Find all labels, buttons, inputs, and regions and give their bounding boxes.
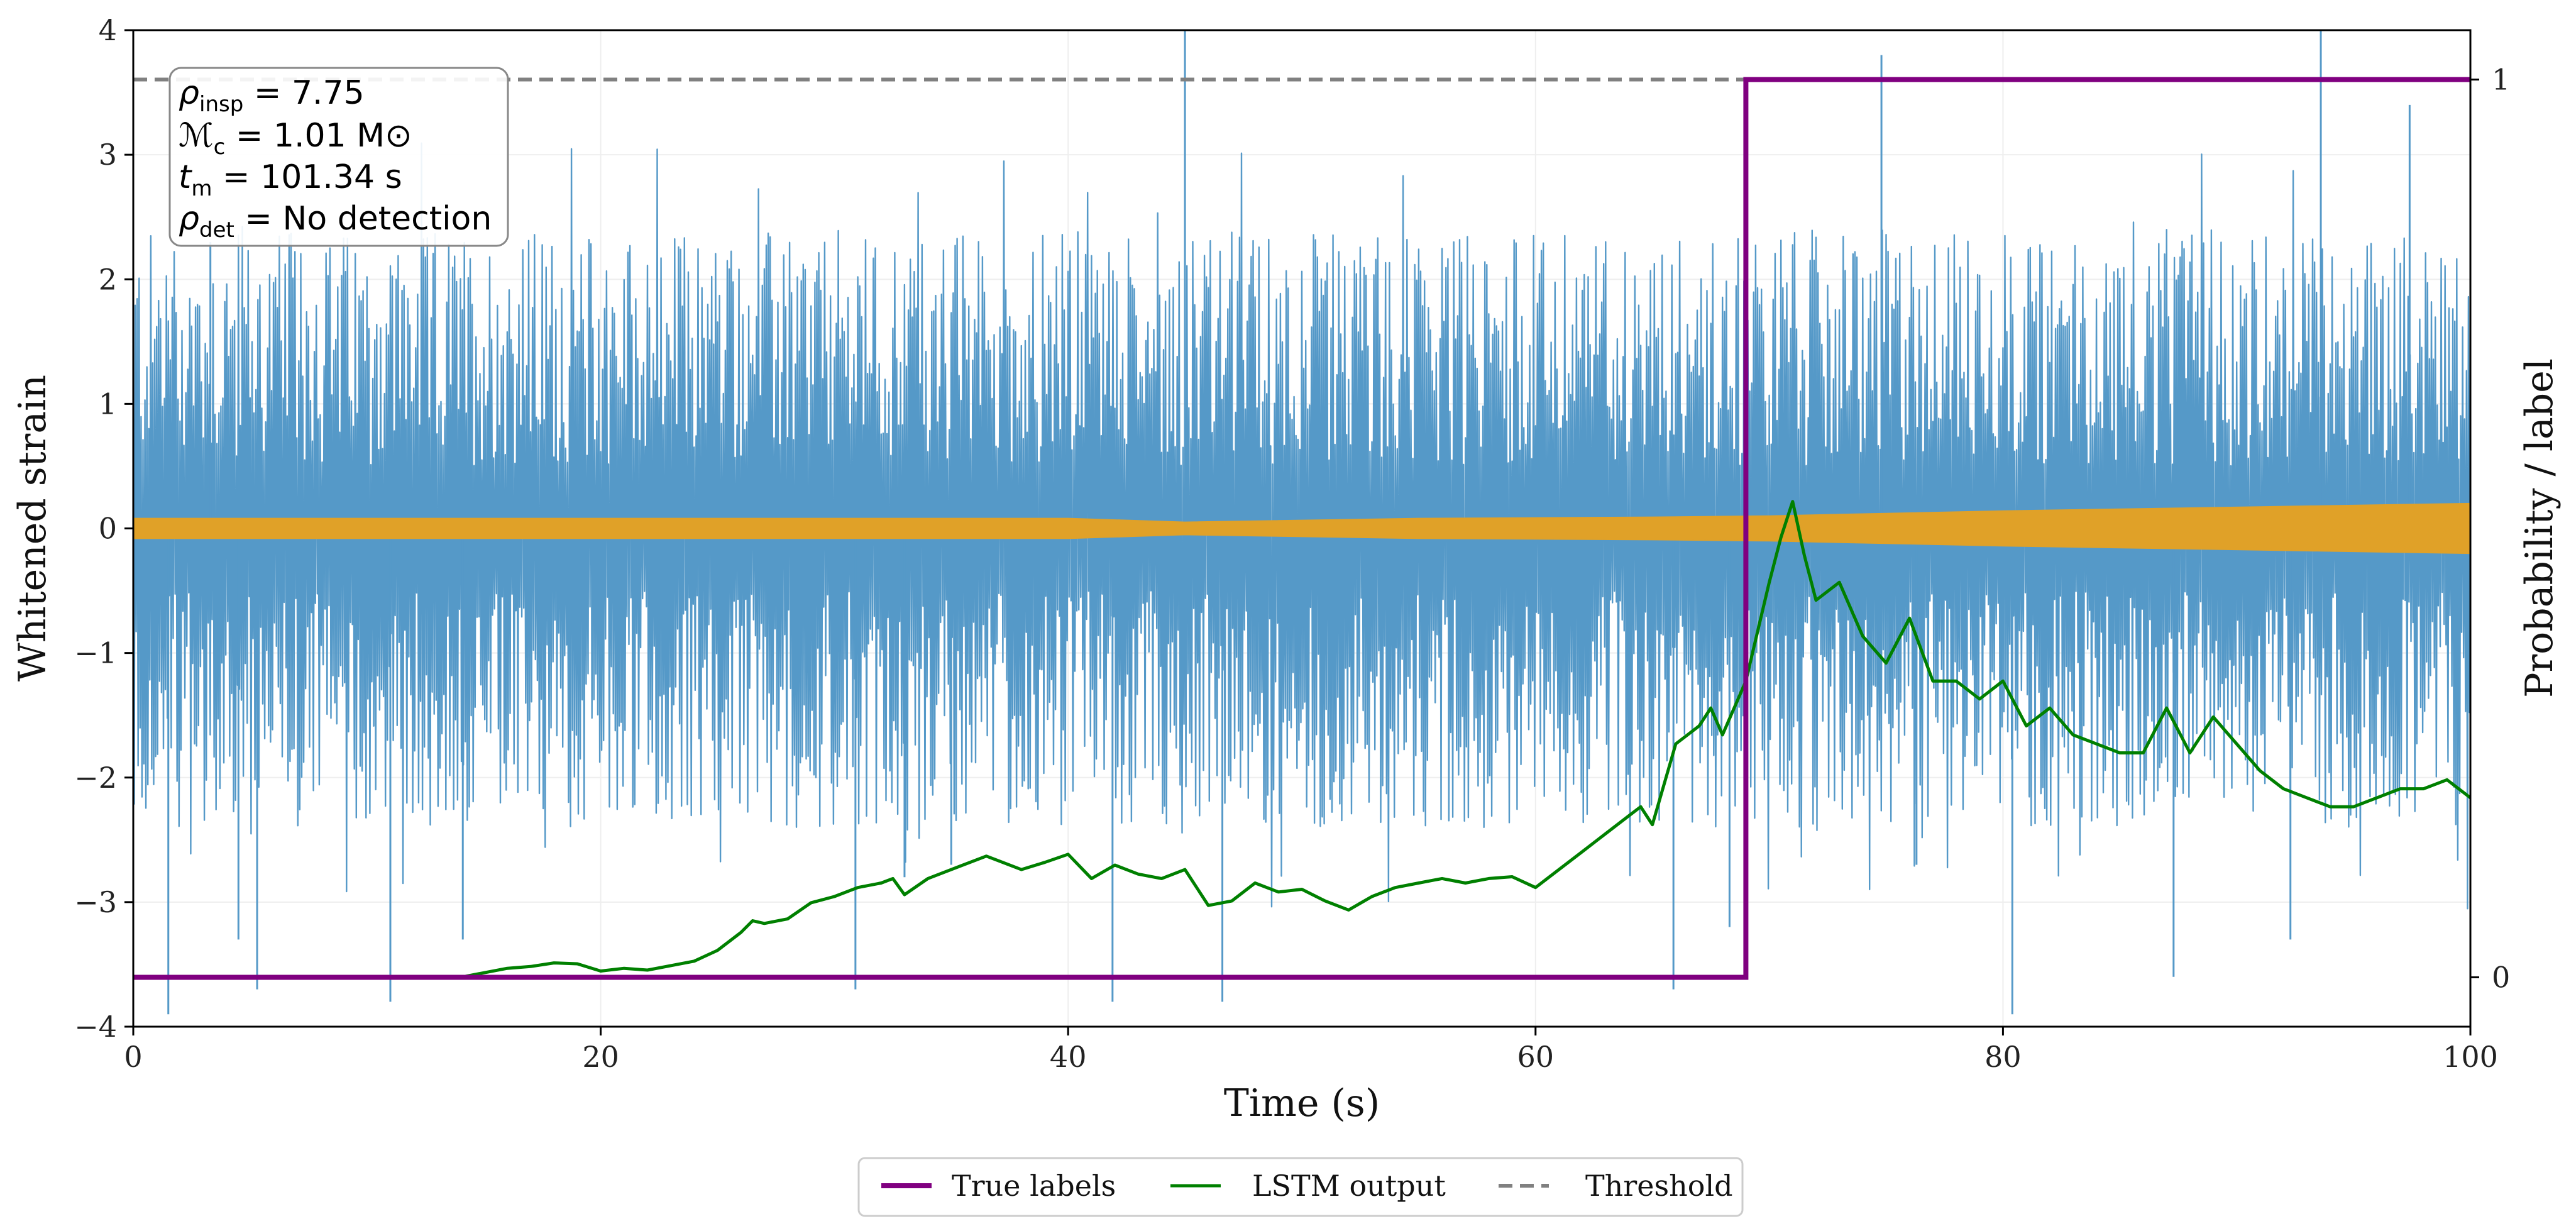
y-right-axis-title: Probability / label — [2518, 358, 2562, 698]
parameter-annotation-box: ρinsp = 7.75 ℳc = 1.01 M⊙ tm = 101.34 s … — [168, 67, 509, 247]
annotation-frame — [168, 67, 509, 247]
annotation-snr-det: ρdet = No detection — [179, 200, 492, 243]
true-labels-line — [133, 77, 2470, 980]
annotation-chirp-mass: ℳc = 1.01 M⊙ — [179, 117, 412, 160]
x-tick-label: 20 — [582, 1040, 619, 1074]
y-axis-title: Whitened strain — [11, 375, 55, 682]
y-tick-label: 4 — [99, 13, 117, 47]
y-tick-label: 0 — [99, 512, 117, 546]
x-axis-title: Time (s) — [1224, 1081, 1380, 1125]
legend-label-true-labels: True labels — [952, 1169, 1116, 1203]
annotation-snr-insp: ρinsp = 7.75 — [179, 74, 365, 117]
legend-label-lstm-output: LSTM output — [1252, 1169, 1446, 1203]
y-tick-label: 1 — [99, 387, 117, 421]
legend-label-threshold: Threshold — [1585, 1169, 1733, 1203]
y-right-tick-label: 0 — [2492, 960, 2510, 994]
y-tick-label: −4 — [74, 1010, 117, 1044]
x-tick-label: 80 — [1984, 1040, 2022, 1074]
annotation-merger-time: tm = 101.34 s — [179, 158, 402, 201]
x-tick-label: 40 — [1050, 1040, 1087, 1074]
x-tick-label: 60 — [1517, 1040, 1555, 1074]
x-tick-label: 0 — [124, 1040, 142, 1074]
strain-noise-line — [133, 142, 2470, 910]
lstm-output-line — [133, 500, 2470, 979]
legend: True labels LSTM output Threshold — [857, 1157, 1744, 1217]
y-right-tick-label: 1 — [2492, 63, 2510, 97]
x-tick-label: 100 — [2443, 1040, 2498, 1074]
legend-frame — [857, 1157, 1744, 1217]
injected-signal-band — [133, 502, 2470, 555]
y-tick-label: −3 — [74, 885, 117, 919]
plot-area — [133, 30, 2470, 1015]
y-tick-label: −1 — [74, 636, 117, 670]
y-tick-label: −2 — [74, 761, 117, 795]
y-tick-label: 3 — [99, 138, 117, 172]
y-tick-label: 2 — [99, 262, 117, 296]
